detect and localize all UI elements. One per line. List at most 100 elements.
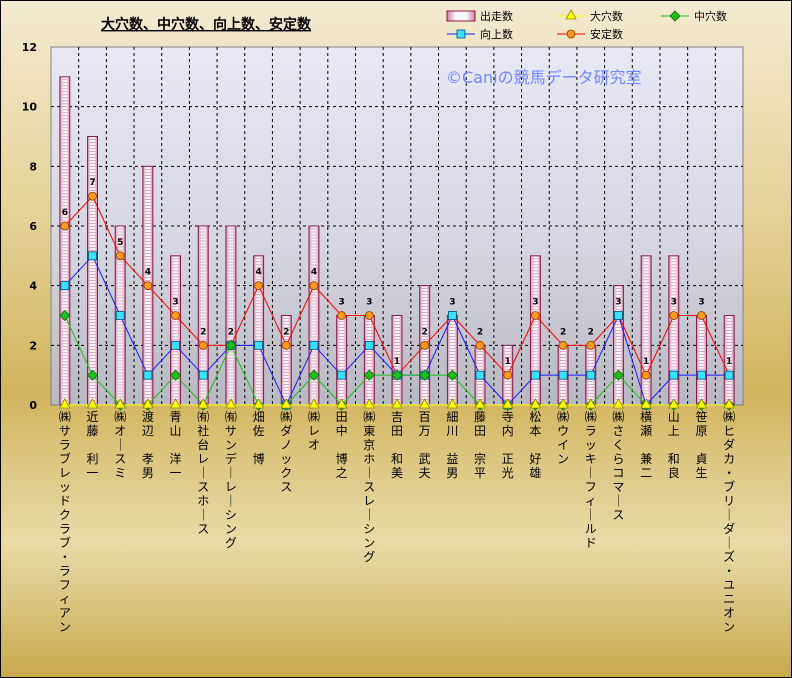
category-char: 利: [87, 452, 99, 466]
category-char: マ: [612, 480, 624, 494]
category-char: レ: [59, 466, 71, 480]
point-安定数: [586, 340, 596, 350]
category-char: 佐: [253, 424, 265, 438]
category-char: ｜: [585, 466, 597, 480]
point-大穴数: [446, 398, 459, 409]
category-char: 之: [336, 466, 348, 480]
category-char: [419, 438, 431, 452]
point-中穴数: [419, 369, 431, 381]
category-char: 内: [502, 424, 514, 438]
category-label: ㈱さくらコマ｜ス: [612, 410, 624, 522]
point-向上数: [724, 370, 734, 380]
y-tick-label: 4: [29, 280, 37, 293]
point-大穴数: [252, 398, 265, 409]
category-char: ㈱: [585, 410, 597, 424]
legend-marker: [566, 29, 576, 39]
category-char: ・: [723, 564, 735, 578]
category-char: [668, 438, 680, 452]
category-label: 青山 洋一: [170, 410, 182, 480]
point-大穴数: [502, 398, 514, 409]
point-中穴数: [363, 369, 375, 381]
category-char: デ: [225, 451, 237, 466]
category-char: ㈱: [723, 410, 735, 424]
category-char: ｜: [363, 508, 375, 522]
category-char: [502, 438, 514, 452]
point-向上数: [115, 311, 125, 320]
category-char: ヒ: [723, 424, 735, 438]
data-label: 2: [228, 327, 234, 337]
category-char: ㈱: [612, 410, 624, 424]
category-char: さ: [612, 424, 624, 438]
point-向上数: [309, 340, 319, 350]
category-char: 兼: [640, 452, 652, 466]
category-char: ン: [363, 536, 375, 550]
category-char: 好: [529, 452, 541, 466]
point-安定数: [475, 340, 485, 350]
category-char: ク: [59, 508, 71, 522]
point-安定数: [198, 340, 208, 350]
point-向上数: [558, 370, 568, 380]
category-char: 青: [170, 410, 182, 424]
category-char: 藤: [87, 424, 99, 438]
point-大穴数: [391, 398, 403, 409]
category-char: ィ: [585, 494, 597, 508]
category-label: 細川 益男: [446, 410, 458, 480]
category-char: ダ: [280, 423, 292, 438]
category-char: 美: [391, 466, 403, 480]
category-char: 貞: [695, 452, 707, 466]
legend-label: 向上数: [480, 27, 513, 41]
point-大穴数: [557, 398, 569, 409]
category-char: [142, 438, 154, 452]
legend-label: 出走数: [480, 9, 513, 23]
category-char: [170, 438, 182, 452]
category-char: サ: [225, 424, 237, 438]
category-char: ス: [280, 480, 292, 494]
category-char: ｜: [612, 494, 624, 508]
category-char: 益: [446, 452, 458, 466]
data-label: 3: [671, 298, 677, 308]
data-label: 2: [477, 327, 483, 337]
category-char: シ: [225, 508, 237, 522]
category-label: ㈱ラッキ｜フィ｜ルド: [585, 410, 597, 550]
category-char: ィ: [59, 592, 71, 606]
y-tick-label: 2: [29, 339, 37, 352]
category-char: ド: [585, 536, 597, 550]
category-char: 一: [87, 466, 99, 480]
data-label: 1: [726, 357, 732, 367]
legend-marker: [669, 10, 681, 22]
data-label: 6: [62, 208, 68, 218]
point-安定数: [531, 311, 540, 320]
category-char: 瀬: [640, 424, 652, 438]
data-label: 3: [339, 298, 345, 308]
category-label: ㈱サラブレッドクラブ・ラフィアン: [59, 410, 71, 634]
data-label: 3: [366, 298, 372, 308]
data-label: 1: [505, 357, 511, 367]
category-char: [695, 438, 707, 452]
point-大穴数: [668, 398, 680, 409]
point-大穴数: [723, 398, 735, 409]
category-char: ㈱: [557, 410, 569, 424]
category-char: 田: [474, 424, 486, 438]
data-label: 2: [588, 327, 594, 337]
category-char: ・: [59, 550, 71, 564]
category-char: ッ: [59, 480, 71, 494]
point-向上数: [364, 340, 374, 350]
y-tick-label: 12: [22, 41, 37, 54]
point-大穴数: [363, 398, 375, 409]
category-char: 近: [87, 410, 99, 424]
category-label: ㈱オ｜スミ: [114, 410, 126, 480]
category-char: ｜: [225, 466, 237, 480]
category-label: ㈱ウイン: [557, 410, 569, 466]
category-char: ユ: [723, 578, 735, 592]
legend-swatch: [446, 10, 476, 22]
y-tick-label: 0: [29, 399, 37, 412]
category-char: 二: [640, 466, 652, 480]
point-向上数: [171, 340, 180, 350]
data-label: 3: [172, 298, 178, 308]
point-大穴数: [308, 398, 320, 409]
category-label: 百万 武夫: [419, 410, 431, 480]
category-char: フ: [585, 480, 597, 494]
bar: [529, 255, 541, 406]
point-安定数: [254, 281, 264, 291]
point-大穴数: [197, 398, 209, 409]
